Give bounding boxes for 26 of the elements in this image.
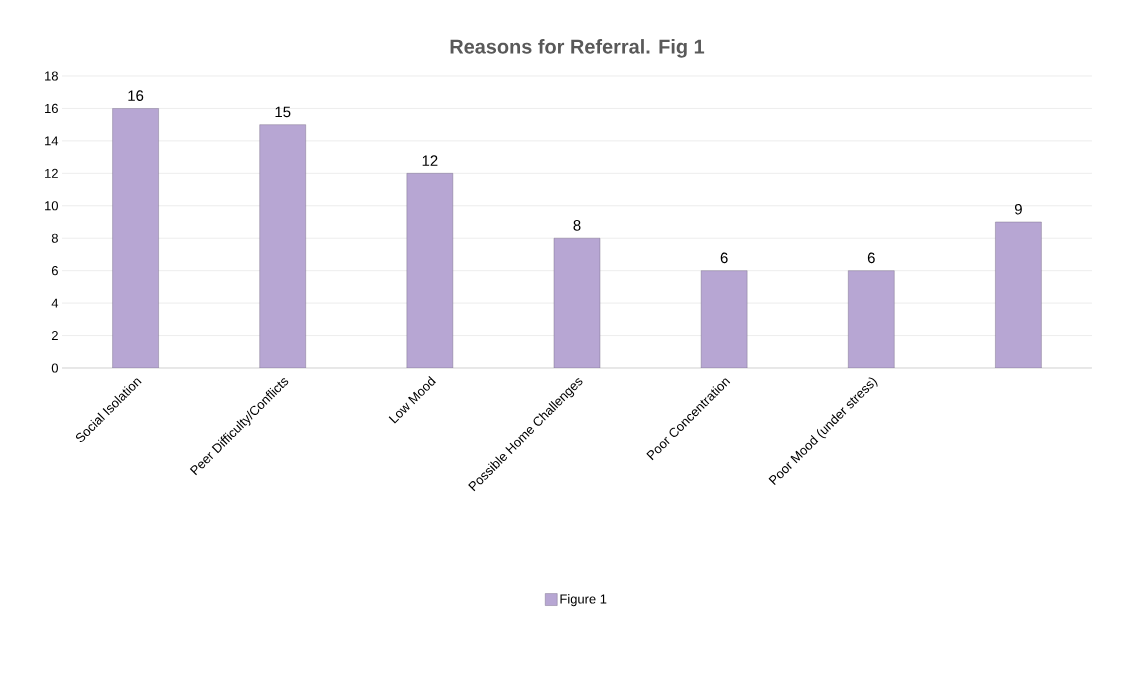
y-tick-label: 18 xyxy=(45,71,58,81)
data-label: 6 xyxy=(867,252,875,264)
data-label: 12 xyxy=(422,155,438,166)
y-tick-label: 2 xyxy=(51,331,58,341)
data-label: 8 xyxy=(573,220,581,231)
y-tick-label: 4 xyxy=(51,298,59,308)
chart-title: Reasons for Referral. Fig 1 xyxy=(450,39,705,58)
y-tick-label: 14 xyxy=(45,136,59,146)
bar xyxy=(406,173,454,368)
bar xyxy=(112,108,159,368)
y-tick-label: 8 xyxy=(51,233,58,243)
y-tick-label: 6 xyxy=(51,266,58,276)
data-label: 6 xyxy=(720,252,728,264)
data-label: 15 xyxy=(275,106,291,118)
bar xyxy=(259,124,306,368)
y-tick-label: 0 xyxy=(51,363,58,373)
legend-label: Figure 1 xyxy=(560,594,607,607)
y-tick-label: 10 xyxy=(45,201,58,211)
bar xyxy=(700,270,748,368)
data-label: 16 xyxy=(128,90,144,101)
bar xyxy=(553,238,601,368)
data-label: 9 xyxy=(1014,203,1022,215)
bar xyxy=(848,270,895,368)
y-tick-label: 16 xyxy=(45,103,58,114)
bar xyxy=(995,221,1042,368)
y-tick-label: 12 xyxy=(45,168,58,178)
